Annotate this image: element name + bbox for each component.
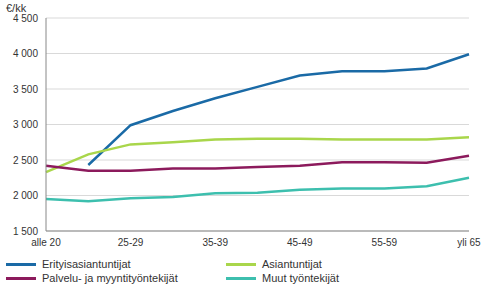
html-text:Asiantuntijat: Asiantuntijat bbox=[262, 258, 322, 270]
svg-text:yli 65: yli 65 bbox=[457, 237, 481, 248]
svg-text:alle 20: alle 20 bbox=[31, 237, 61, 248]
svg-text:45-49: 45-49 bbox=[287, 237, 313, 248]
svg-text:2 500: 2 500 bbox=[13, 155, 38, 166]
svg-text:2 000: 2 000 bbox=[13, 190, 38, 201]
html-text:Muut työntekijät: Muut työntekijät bbox=[262, 272, 339, 284]
html-text:Palvelu- ja myyntityöntekijät: Palvelu- ja myyntityöntekijät bbox=[42, 272, 178, 284]
svg-text:3 000: 3 000 bbox=[13, 119, 38, 130]
html-text:Erityisasiantuntijat: Erityisasiantuntijat bbox=[42, 258, 131, 270]
svg-text:3 500: 3 500 bbox=[13, 84, 38, 95]
svg-text:35-39: 35-39 bbox=[202, 237, 228, 248]
svg-text:25-29: 25-29 bbox=[118, 237, 144, 248]
svg-text:55-59: 55-59 bbox=[372, 237, 398, 248]
html-text:€/kk: €/kk bbox=[6, 2, 27, 14]
svg-text:4 000: 4 000 bbox=[13, 48, 38, 59]
svg-text:4 500: 4 500 bbox=[13, 13, 38, 24]
svg-text:1 500: 1 500 bbox=[13, 226, 38, 237]
